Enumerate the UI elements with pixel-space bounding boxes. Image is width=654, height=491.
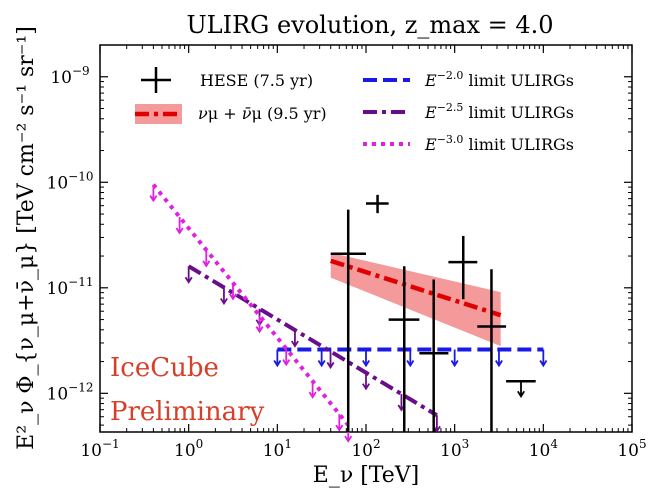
y-tick-label: 10−9 bbox=[50, 64, 89, 88]
x-tick-label: 105 bbox=[617, 437, 646, 461]
x-tick-label: 102 bbox=[351, 437, 380, 461]
x-tick-label: 104 bbox=[529, 437, 559, 461]
legend-limit-label-3: E−2.5 limit ULIRGs bbox=[424, 101, 574, 122]
y-axis-label: E²_ν Φ_{ν_μ+ν̄_μ} [TeV cm⁻² s⁻¹ sr⁻¹] bbox=[14, 26, 39, 450]
chart-title: ULIRG evolution, z_max = 4.0 bbox=[186, 11, 553, 39]
legend-limit-label-4: E−3.0 limit ULIRGs bbox=[424, 133, 574, 154]
annotation-icecube: IceCube bbox=[110, 353, 219, 383]
x-tick-label: 103 bbox=[440, 437, 469, 461]
legend-limit-label-2: E−2.0 limit ULIRGs bbox=[424, 69, 574, 90]
y-tick-label: 10−11 bbox=[47, 275, 94, 299]
x-tick-label: 10−1 bbox=[80, 437, 119, 461]
x-tick-label: 100 bbox=[174, 437, 203, 461]
x-tick-label: 101 bbox=[263, 437, 292, 461]
limit-line-series-4 bbox=[153, 185, 348, 425]
x-axis-label: E_ν [TeV] bbox=[313, 463, 419, 488]
legend: HESE (7.5 yr) νμ + ν̄μ (9.5 yr) E−2.0 limi… bbox=[135, 67, 574, 154]
legend-hese-label: HESE (7.5 yr) bbox=[200, 71, 313, 90]
y-tick-label: 10−12 bbox=[47, 380, 94, 404]
annotation-preliminary: Preliminary bbox=[110, 397, 265, 427]
band-area bbox=[331, 253, 501, 346]
y-tick-label: 10−10 bbox=[47, 169, 94, 193]
legend-band-label: νμ + ν̄μ (9.5 yr) bbox=[198, 104, 327, 123]
